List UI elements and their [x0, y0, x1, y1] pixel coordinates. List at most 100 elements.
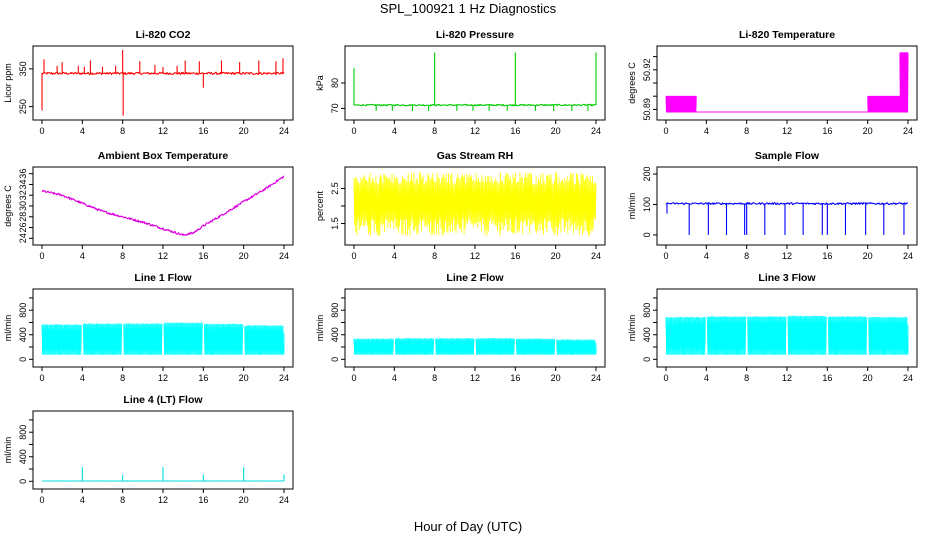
- x-tick-label: 20: [551, 251, 561, 261]
- data-series: [665, 52, 909, 113]
- figure-title: SPL_100921 1 Hz Diagnostics: [380, 1, 557, 16]
- x-tick-label: 16: [510, 126, 520, 136]
- y-axis-label: ml/min: [315, 315, 325, 342]
- x-tick-label: 4: [80, 495, 85, 505]
- y-tick-label: 24: [18, 233, 28, 243]
- x-tick-label: 24: [279, 373, 289, 383]
- plot-frame: [32, 45, 294, 121]
- panel-title: Ambient Box Temperature: [98, 150, 229, 162]
- data-series: [665, 315, 909, 355]
- y-tick-label: 250: [18, 99, 28, 114]
- y-tick-label: 34: [18, 179, 28, 189]
- x-tick-label: 0: [351, 373, 356, 383]
- panel-title: Li-820 CO2: [136, 29, 191, 41]
- x-tick-label: 20: [863, 126, 873, 136]
- series-block-4: [163, 322, 203, 355]
- x-tick-label: 12: [782, 373, 792, 383]
- y-axis-label: percent: [315, 190, 325, 221]
- y-tick-label: 0: [642, 357, 652, 362]
- x-tick-label: 16: [198, 251, 208, 261]
- x-tick-label: 16: [822, 126, 832, 136]
- series-segment-2: [867, 95, 901, 113]
- y-tick-label: 0: [642, 232, 652, 237]
- x-tick-label: 0: [39, 373, 44, 383]
- series-line: [665, 202, 909, 206]
- series-tail: [906, 324, 909, 355]
- y-axis-label: ml/min: [3, 437, 13, 464]
- series-block-4: [475, 337, 515, 355]
- series-block-5: [827, 316, 868, 355]
- chart-panel-1: Li-820 CO2 Licor ppm 0 4 8 12 16 20 24 250 350: [3, 29, 294, 136]
- panel-title: Line 3 Flow: [758, 272, 816, 284]
- data-series: [41, 175, 285, 236]
- series-block-3: [747, 316, 787, 355]
- series-block-1: [665, 316, 706, 355]
- x-tick-label: 24: [591, 251, 601, 261]
- y-tick-label: 800: [642, 303, 652, 318]
- x-tick-label: 20: [863, 373, 873, 383]
- x-tick-label: 8: [744, 251, 749, 261]
- series-block-3: [123, 323, 163, 355]
- x-tick-label: 4: [704, 373, 709, 383]
- x-tick-label: 4: [80, 126, 85, 136]
- x-tick-label: 12: [782, 251, 792, 261]
- x-tick-label: 0: [351, 251, 356, 261]
- x-tick-label: 8: [432, 251, 437, 261]
- y-tick-label: 0: [18, 479, 28, 484]
- y-tick-label: 200: [642, 167, 652, 182]
- y-axis-label: ml/min: [627, 315, 637, 342]
- series-line: [353, 103, 597, 107]
- plot-frame: [656, 166, 918, 246]
- data-series: [353, 337, 597, 355]
- x-tick-label: 8: [432, 126, 437, 136]
- x-tick-label: 20: [239, 251, 249, 261]
- x-tick-label: 12: [158, 251, 168, 261]
- x-tick-label: 8: [432, 373, 437, 383]
- x-tick-label: 16: [510, 251, 520, 261]
- series-block-1: [41, 324, 82, 355]
- x-tick-label: 12: [470, 373, 480, 383]
- series-block-2: [394, 337, 435, 355]
- series-block-5: [515, 338, 556, 355]
- y-tick-label: 26: [18, 223, 28, 233]
- x-tick-label: 24: [279, 126, 289, 136]
- y-axis-label: degrees C: [3, 185, 13, 227]
- y-tick-label: 100: [642, 197, 652, 212]
- chart-panel-3: Li-820 Temperature degrees C 0 4 8 12 16 20 24 50…: [627, 29, 918, 136]
- x-tick-label: 0: [663, 251, 668, 261]
- x-tick-label: 16: [198, 126, 208, 136]
- x-tick-label: 16: [822, 251, 832, 261]
- y-axis-label: ml/min: [627, 193, 637, 220]
- y-tick-label: 800: [330, 303, 340, 318]
- panel-title: Line 4 (LT) Flow: [123, 394, 203, 406]
- x-tick-label: 12: [158, 495, 168, 505]
- panel-title: Li-820 Temperature: [739, 29, 835, 41]
- x-tick-label: 8: [120, 126, 125, 136]
- panel-title: Sample Flow: [755, 150, 820, 162]
- data-series: [353, 172, 597, 237]
- panel-title: Line 1 Flow: [134, 272, 192, 284]
- x-tick-label: 24: [279, 495, 289, 505]
- y-axis-label: ml/min: [3, 315, 13, 342]
- y-tick-label: 80: [330, 78, 340, 88]
- y-tick-label: 0: [330, 357, 340, 362]
- series-segment-3: [899, 52, 909, 113]
- x-tick-label: 20: [551, 126, 561, 136]
- plot-frame: [32, 166, 294, 246]
- x-tick-label: 4: [704, 251, 709, 261]
- x-tick-label: 20: [863, 251, 873, 261]
- y-tick-label: 50.89: [642, 98, 652, 121]
- x-tick-label: 4: [80, 373, 85, 383]
- x-tick-label: 24: [903, 251, 913, 261]
- x-tick-label: 12: [470, 126, 480, 136]
- series-block-2: [706, 316, 747, 355]
- x-tick-label: 20: [239, 495, 249, 505]
- data-series: [42, 467, 285, 482]
- chart-panel-6: Sample Flow ml/min 0 4 8 12 16 20 24 0 100 200: [627, 150, 918, 261]
- x-tick-label: 12: [158, 373, 168, 383]
- x-tick-label: 16: [198, 495, 208, 505]
- series-block-1: [353, 338, 394, 355]
- plot-frame: [344, 45, 606, 121]
